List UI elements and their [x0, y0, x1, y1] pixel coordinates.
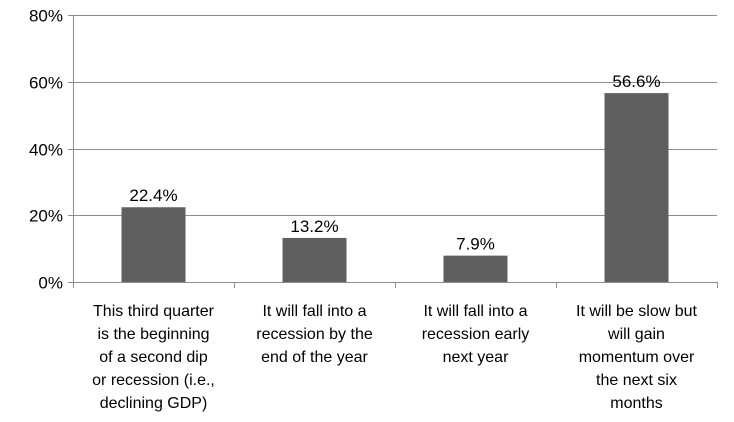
data-label: 22.4%	[129, 186, 177, 205]
category-label-line: recession early	[422, 326, 530, 343]
category-label-line: recession by the	[256, 326, 373, 343]
data-label: 56.6%	[612, 72, 660, 91]
category-label-line: end of the year	[261, 349, 368, 366]
bar	[282, 237, 347, 282]
category-label: It will fall into a recession by the end o…	[256, 303, 373, 366]
category-label-line: is the beginning	[97, 326, 209, 343]
axes	[68, 15, 718, 288]
category-label: It will be slow but will gain momentum ove…	[576, 303, 697, 412]
category-label-line: It will fall into a	[423, 303, 527, 320]
bar	[443, 255, 508, 282]
category-label-line: It will be slow but	[576, 303, 697, 320]
y-tick-label: 40%	[29, 141, 63, 160]
category-label-line: It will fall into a	[262, 303, 366, 320]
category-label-line: momentum over	[579, 349, 695, 366]
category-label: This third quarter is the beginning of a s…	[92, 303, 215, 412]
category-label-line: the next six	[596, 372, 677, 389]
category-label-line: months	[610, 395, 662, 412]
category-label-line: of a second dip	[99, 349, 208, 366]
y-tick-label: 60%	[29, 74, 63, 93]
category-labels: This third quarter is the beginning of a s…	[92, 303, 697, 412]
category-label-line: will gain	[607, 326, 665, 343]
y-tick-labels: 0% 20% 40% 60% 80%	[29, 7, 63, 293]
y-tick-label: 20%	[29, 207, 63, 226]
y-tick-label: 0%	[38, 274, 63, 293]
bars	[121, 93, 669, 282]
bar	[121, 207, 186, 282]
data-label: 7.9%	[456, 235, 495, 254]
data-label: 13.2%	[290, 217, 338, 236]
category-label-line: or recession (i.e.,	[92, 372, 215, 389]
category-label-line: next year	[443, 349, 509, 366]
data-labels: 22.4% 13.2% 7.9% 56.6%	[129, 72, 660, 254]
bar	[604, 93, 669, 282]
category-label-line: This third quarter	[93, 303, 215, 320]
category-label: It will fall into a recession early next y…	[422, 303, 530, 366]
category-label-line: declining GDP)	[100, 395, 208, 412]
y-tick-label: 80%	[29, 7, 63, 26]
